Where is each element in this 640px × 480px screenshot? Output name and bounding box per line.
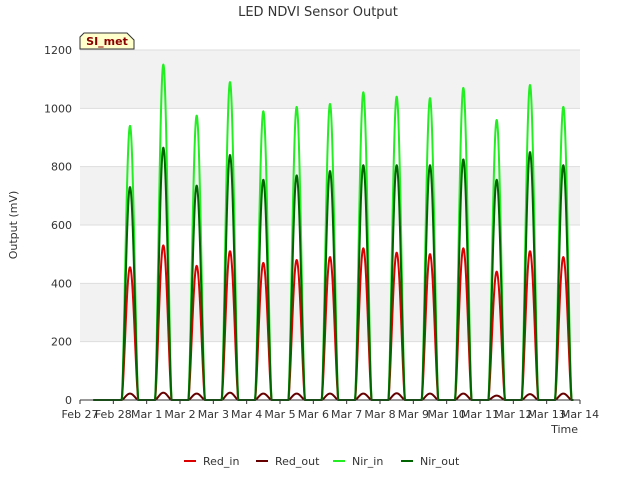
y-tick-label: 600: [51, 219, 72, 232]
x-tick-label: Mar 12: [494, 408, 532, 421]
y-tick-label: 800: [51, 161, 72, 174]
x-tick-label: Mar 6: [298, 408, 329, 421]
y-tick-label: 1200: [44, 44, 72, 57]
x-tick-label: Mar 11: [461, 408, 499, 421]
plot-band: [80, 341, 580, 400]
y-tick-label: 1000: [44, 102, 72, 115]
legend-label: Nir_in: [352, 455, 383, 468]
y-tick-label: 200: [51, 336, 72, 349]
site-badge: SI_met: [79, 32, 135, 50]
x-tick-label: Mar 3: [198, 408, 229, 421]
y-tick-labels: 0 200 400 600 800 1000 1200: [44, 44, 72, 407]
legend: Red_in Red_out Nir_in Nir_out: [184, 455, 460, 468]
plot-band: [80, 50, 580, 109]
x-tick-label: Feb 27: [62, 408, 99, 421]
x-tick-label: Mar 13: [528, 408, 566, 421]
x-tick-label: Mar 10: [428, 408, 466, 421]
x-tick-label: Mar 5: [264, 408, 295, 421]
x-tick-label: Mar 7: [331, 408, 362, 421]
x-tick-label: Mar 14: [561, 408, 599, 421]
y-axis-label: Output (mV): [7, 191, 20, 260]
x-tick-label: Mar 9: [398, 408, 429, 421]
chart-title: LED NDVI Sensor Output: [238, 5, 398, 20]
y-tick-label: 0: [65, 394, 72, 407]
legend-label: Red_in: [203, 455, 239, 468]
badge-label: SI_met: [86, 35, 128, 48]
x-tick-label: Mar 1: [131, 408, 162, 421]
x-tick-label: Feb 28: [95, 408, 132, 421]
legend-label: Nir_out: [420, 455, 460, 468]
y-tick-label: 400: [51, 277, 72, 290]
plot-band: [80, 225, 580, 284]
legend-label: Red_out: [275, 455, 320, 468]
x-tick-label: Mar 4: [231, 408, 262, 421]
plot-band: [80, 108, 580, 167]
x-tick-label: Mar 2: [164, 408, 195, 421]
x-axis-label: Time: [550, 423, 578, 436]
plot-band: [80, 283, 580, 342]
x-tick-label: Mar 8: [364, 408, 395, 421]
badge-shape: [79, 32, 135, 50]
